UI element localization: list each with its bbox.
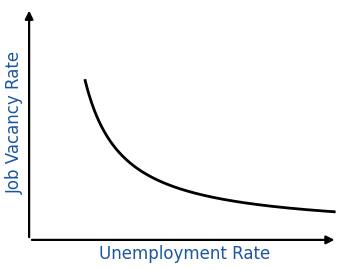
X-axis label: Unemployment Rate: Unemployment Rate [99,245,271,263]
Y-axis label: Job Vacancy Rate: Job Vacancy Rate [6,51,24,194]
